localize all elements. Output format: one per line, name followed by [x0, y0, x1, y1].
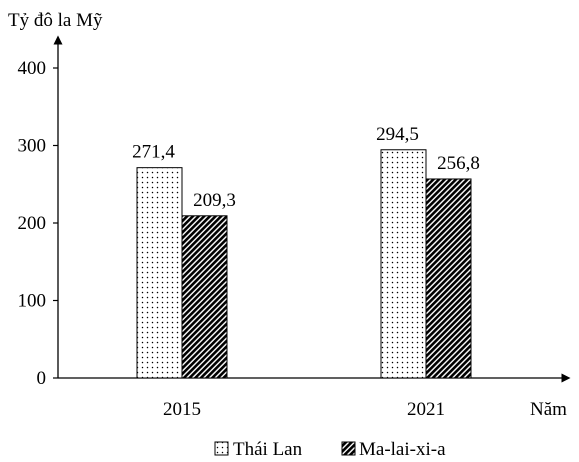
value-label: 209,3	[193, 190, 236, 211]
x-axis-label: Năm	[530, 399, 567, 420]
y-tick-label: 400	[18, 58, 47, 79]
value-label: 271,4	[132, 142, 175, 163]
y-tick-label: 100	[18, 291, 47, 312]
legend-swatch-ma-lai-xi-a	[341, 441, 356, 456]
y-axis-label: Tỷ đô la Mỹ	[8, 10, 103, 31]
x-tick-label: 2021	[407, 399, 445, 420]
x-tick-label: 2015	[163, 399, 201, 420]
value-label: 294,5	[376, 124, 419, 145]
bar-ma-lai-xi-a-2015	[181, 215, 228, 379]
value-label: 256,8	[437, 153, 480, 174]
legend-label-ma-lai-xi-a: Ma-lai-xi-a	[359, 439, 446, 460]
bar-thai-lan-2021	[380, 149, 427, 379]
y-tick-label: 0	[37, 368, 47, 389]
legend-swatch-thai-lan	[214, 441, 229, 456]
y-tick-label: 300	[18, 136, 47, 157]
bar-thai-lan-2015	[136, 167, 183, 379]
bar-ma-lai-xi-a-2021	[425, 178, 472, 379]
legend-label-thai-lan: Thái Lan	[233, 439, 303, 460]
y-tick-label: 200	[18, 213, 47, 234]
